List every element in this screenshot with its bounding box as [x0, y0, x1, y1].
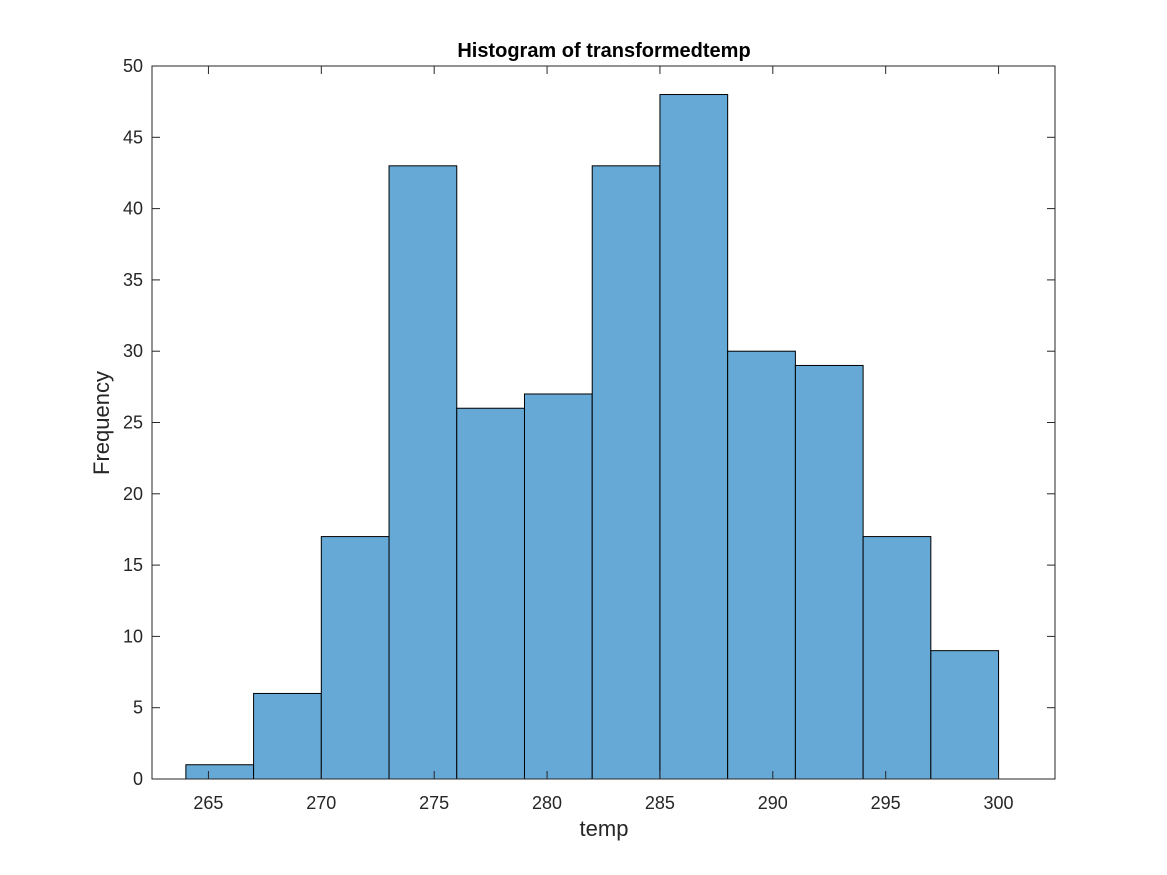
y-tick-label: 30 — [123, 341, 143, 361]
y-tick-label: 20 — [123, 484, 143, 504]
x-tick-label: 280 — [532, 793, 562, 813]
histogram-bar — [659, 94, 729, 780]
y-tick-label: 35 — [123, 270, 143, 290]
x-tick-label: 265 — [193, 793, 223, 813]
bars-group — [185, 94, 1000, 780]
histogram-bar — [523, 393, 593, 780]
histogram-bar — [862, 536, 932, 780]
histogram-bar — [388, 165, 458, 780]
x-tick-label: 300 — [984, 793, 1014, 813]
y-tick-label: 45 — [123, 127, 143, 147]
histogram-bar — [591, 165, 661, 780]
y-tick-label: 0 — [133, 769, 143, 789]
histogram-bar — [185, 764, 255, 780]
histogram-bar — [794, 364, 864, 780]
y-tick-label: 10 — [123, 626, 143, 646]
histogram-bar — [253, 692, 322, 780]
x-tick-label: 270 — [306, 793, 336, 813]
y-tick-label: 50 — [123, 56, 143, 76]
y-axis-label: Frequency — [89, 371, 114, 475]
y-tick-label: 5 — [133, 698, 143, 718]
histogram-bar — [930, 650, 1000, 780]
x-tick-label: 285 — [645, 793, 675, 813]
x-tick-label: 295 — [871, 793, 901, 813]
histogram-bar — [727, 350, 796, 780]
y-tick-label: 40 — [123, 199, 143, 219]
histogram-bar — [456, 407, 525, 780]
axes-group: 265 270 275 280 285 290 295 300 0 5 10 15 20 25 30 35 40… — [123, 56, 1056, 813]
chart-title: Histogram of transformedtemp — [457, 40, 750, 62]
histogram-bar — [320, 536, 390, 780]
x-tick-label: 275 — [419, 793, 449, 813]
y-tick-label: 25 — [123, 413, 143, 433]
y-tick-label: 15 — [123, 555, 143, 575]
x-axis-label: temp — [580, 816, 629, 841]
x-tick-label: 290 — [758, 793, 788, 813]
